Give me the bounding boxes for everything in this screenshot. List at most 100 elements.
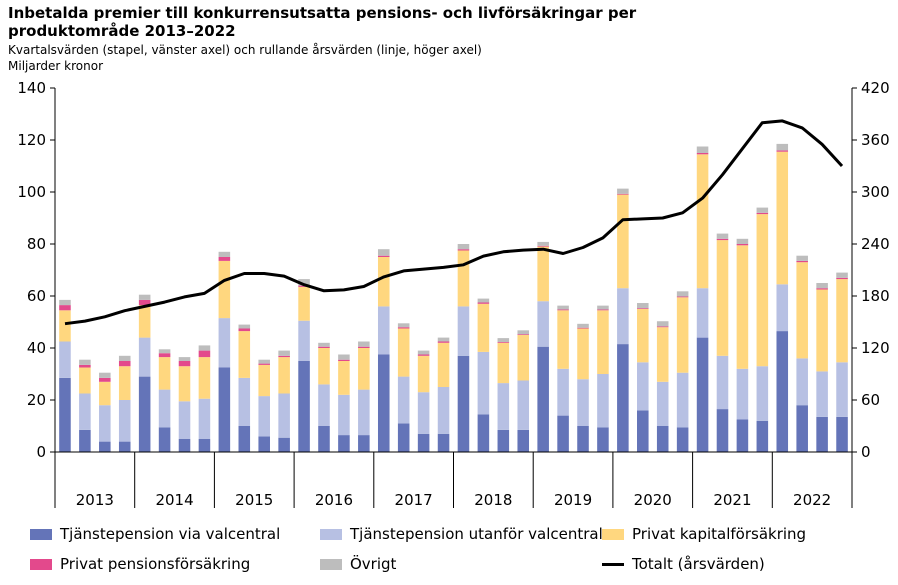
bar-segment-series-1 bbox=[537, 301, 549, 347]
legend-swatch-kapitalforsakring bbox=[602, 528, 624, 540]
bar-segment-series-2 bbox=[338, 361, 350, 395]
bar-segment-series-4 bbox=[118, 355, 131, 361]
bar-segment-series-4 bbox=[298, 279, 310, 286]
year-label: 2022 bbox=[793, 491, 831, 509]
legend-item-kapitalforsakring: Privat kapitalförsäkring bbox=[602, 525, 806, 543]
bar-segment-series-3 bbox=[457, 249, 470, 251]
bar-segment-series-4 bbox=[696, 146, 709, 153]
bar-segment-series-2 bbox=[437, 342, 450, 387]
bar-segment-series-3 bbox=[417, 354, 430, 356]
bar-segment-series-3 bbox=[99, 377, 111, 382]
bar-segment-series-2 bbox=[676, 297, 689, 373]
bar-segment-series-4 bbox=[59, 299, 71, 306]
bar-segment-series-4 bbox=[258, 359, 270, 364]
bar-segment-series-4 bbox=[79, 359, 91, 365]
bar-segment-series-0 bbox=[597, 427, 609, 452]
bar-segment-series-1 bbox=[557, 368, 569, 416]
bar-segment-series-3 bbox=[796, 260, 808, 263]
bar-segment-series-2 bbox=[158, 357, 171, 390]
bar-segment-series-2 bbox=[736, 245, 749, 369]
bar-segment-series-4 bbox=[557, 305, 569, 310]
bar-segment-series-4 bbox=[278, 350, 290, 356]
bar-segment-series-4 bbox=[358, 341, 370, 347]
legend-label-kapitalforsakring: Privat kapitalförsäkring bbox=[632, 525, 807, 543]
legend-swatch-totalt bbox=[602, 562, 624, 566]
bar-segment-series-2 bbox=[517, 335, 530, 381]
bar-segment-series-0 bbox=[617, 344, 629, 452]
bar-segment-series-4 bbox=[218, 251, 231, 257]
bar-segment-series-4 bbox=[656, 321, 669, 327]
bar-segment-series-4 bbox=[457, 244, 470, 250]
bar-segment-series-3 bbox=[397, 327, 410, 329]
left-tick-label: 20 bbox=[27, 391, 46, 409]
bar-segment-series-0 bbox=[836, 416, 848, 452]
legend-item-utanfor-valcentral: Tjänstepension utanför valcentral bbox=[320, 525, 603, 543]
left-tick-label: 120 bbox=[17, 131, 46, 149]
bar-segment-series-0 bbox=[258, 436, 270, 452]
bar-segment-series-0 bbox=[238, 426, 251, 452]
bar-segment-series-2 bbox=[696, 154, 709, 289]
bar-segment-series-0 bbox=[278, 437, 290, 452]
bar-segment-series-1 bbox=[776, 284, 789, 332]
bar-segment-series-4 bbox=[417, 350, 430, 355]
bar-segment-series-0 bbox=[338, 435, 350, 452]
legend-item-valcentral: Tjänstepension via valcentral bbox=[30, 525, 280, 543]
bar-segment-series-0 bbox=[158, 427, 171, 452]
bar-segment-series-0 bbox=[417, 433, 430, 452]
left-tick-label: 60 bbox=[27, 287, 46, 305]
bar-segment-series-2 bbox=[218, 260, 231, 319]
bar-segment-series-2 bbox=[59, 310, 71, 342]
bar-segment-series-0 bbox=[656, 426, 669, 452]
bar-segment-series-2 bbox=[577, 328, 589, 380]
bar-segment-series-0 bbox=[437, 433, 450, 452]
bar-segment-series-1 bbox=[597, 374, 609, 428]
bar-segment-series-2 bbox=[397, 328, 410, 377]
bar-segment-series-1 bbox=[79, 393, 91, 430]
year-label: 2014 bbox=[155, 491, 193, 509]
bar-segment-series-4 bbox=[836, 272, 848, 278]
bar-segment-series-4 bbox=[537, 241, 549, 246]
year-label: 2013 bbox=[76, 491, 114, 509]
bar-segment-series-3 bbox=[178, 361, 191, 367]
legend-label-ovrigt: Övrigt bbox=[350, 555, 397, 573]
legend-swatch-utanfor-valcentral bbox=[320, 528, 342, 540]
bar-segment-series-3 bbox=[318, 346, 330, 348]
bar-segment-series-3 bbox=[198, 350, 211, 358]
bar-segment-series-4 bbox=[178, 357, 191, 361]
bar-segment-series-4 bbox=[736, 238, 749, 244]
bar-segment-series-1 bbox=[696, 288, 709, 338]
bar-segment-series-4 bbox=[497, 338, 510, 343]
bar-segment-series-2 bbox=[537, 246, 549, 302]
bar-segment-series-1 bbox=[298, 320, 310, 361]
bar-segment-series-4 bbox=[477, 298, 490, 303]
bar-segment-series-1 bbox=[417, 392, 430, 434]
bar-segment-series-1 bbox=[238, 377, 251, 426]
legend-item-ovrigt: Övrigt bbox=[320, 555, 396, 573]
bar-segment-series-0 bbox=[796, 405, 808, 452]
bar-segment-series-4 bbox=[138, 294, 151, 300]
bar-segment-series-1 bbox=[338, 394, 350, 436]
bar-segment-series-3 bbox=[278, 355, 290, 358]
total-line bbox=[64, 119, 844, 326]
left-tick-label: 140 bbox=[17, 79, 46, 97]
bar-segment-series-0 bbox=[397, 423, 410, 452]
bar-segment-series-1 bbox=[99, 405, 111, 442]
bar-segment-series-0 bbox=[776, 331, 789, 452]
right-tick-label: 420 bbox=[861, 79, 890, 97]
bar-segment-series-0 bbox=[318, 426, 330, 452]
bar-segment-series-2 bbox=[497, 342, 510, 384]
year-label: 2020 bbox=[634, 491, 672, 509]
bar-segment-series-2 bbox=[457, 250, 470, 307]
bar-segment-series-2 bbox=[79, 367, 91, 394]
legend-swatch-ovrigt bbox=[320, 558, 342, 570]
bar-segment-series-0 bbox=[716, 409, 729, 452]
stacked-bar-line-chart: 0 20 40 60 80 100 120 140 0 60 120 180 240 300 360 420 2… bbox=[17, 79, 890, 509]
bar-segment-series-1 bbox=[517, 380, 530, 430]
bar-segment-series-0 bbox=[696, 337, 709, 452]
bar-segment-series-3 bbox=[656, 326, 669, 328]
bar-segment-series-3 bbox=[836, 277, 848, 280]
bar-segment-series-4 bbox=[716, 233, 729, 239]
unit-label: Miljarder kronor bbox=[8, 59, 104, 73]
bar-segment-series-2 bbox=[557, 310, 569, 369]
bar-segment-series-3 bbox=[676, 296, 689, 298]
